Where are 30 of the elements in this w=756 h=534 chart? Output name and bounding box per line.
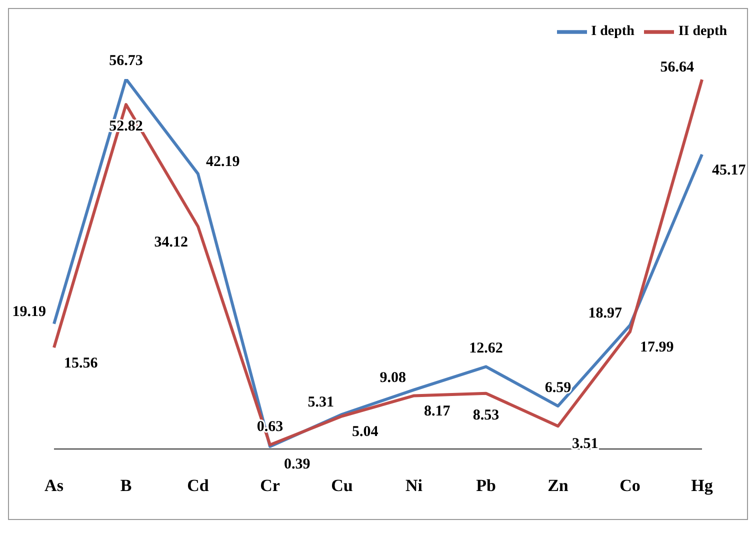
- data-label: 45.17: [712, 162, 746, 178]
- data-label: 12.62: [469, 340, 503, 357]
- x-tick-label: Pb: [476, 476, 496, 496]
- x-tick-label: Zn: [548, 476, 569, 496]
- x-tick-label: Cd: [187, 476, 210, 496]
- legend-label: II depth: [678, 24, 727, 40]
- legend-label: I depth: [591, 24, 634, 40]
- x-tick-label: Co: [620, 476, 640, 496]
- data-label: 0.39: [284, 456, 310, 472]
- data-label: 9.08: [380, 370, 406, 386]
- data-label: 56.64: [660, 60, 694, 76]
- data-label: 42.19: [206, 154, 240, 170]
- data-label: 8.53: [472, 407, 500, 424]
- data-label: 6.59: [544, 380, 572, 396]
- data-label: 18.97: [588, 305, 622, 322]
- data-label: 3.51: [572, 436, 598, 452]
- x-tick-label: Cr: [260, 476, 280, 496]
- data-label: 8.17: [424, 404, 451, 420]
- x-tick-label: B: [120, 476, 132, 496]
- x-tick-label: Hg: [691, 476, 714, 496]
- x-tick-label: Ni: [406, 476, 423, 496]
- data-label: 5.31: [308, 394, 334, 410]
- data-label: 34.12: [154, 234, 188, 250]
- data-label: 56.73: [109, 53, 143, 69]
- data-label: 17.99: [640, 340, 674, 356]
- data-label: 15.56: [64, 356, 98, 372]
- data-label: 19.19: [12, 304, 46, 320]
- x-tick-label: Cu: [331, 476, 353, 496]
- data-label: 5.04: [352, 424, 379, 440]
- x-tick-label: As: [44, 476, 64, 496]
